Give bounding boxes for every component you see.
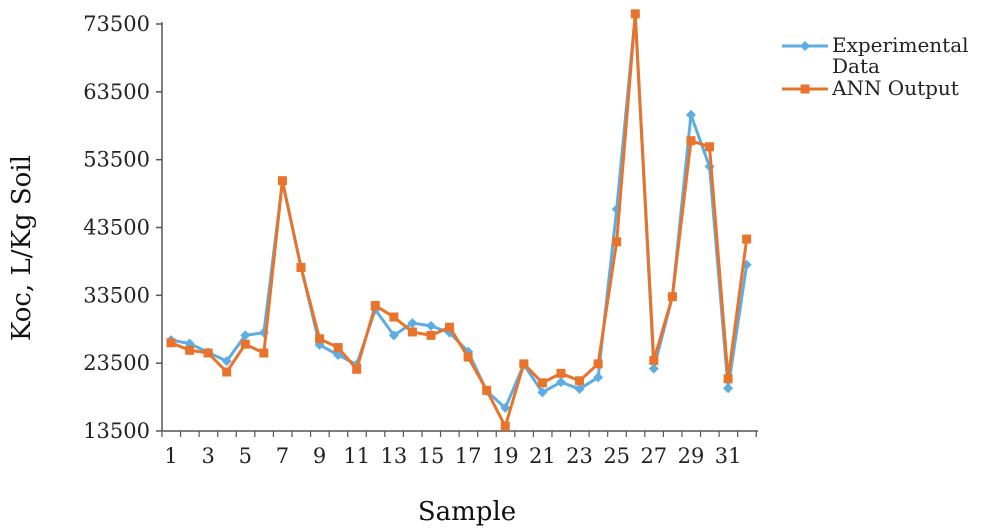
data-point	[686, 136, 696, 146]
data-point	[612, 237, 622, 247]
data-point	[500, 421, 510, 431]
data-point	[166, 338, 176, 348]
data-point	[537, 378, 547, 388]
data-point	[648, 363, 659, 374]
data-point	[221, 356, 232, 367]
data-point	[593, 372, 604, 383]
y-tick-label: 53500	[83, 148, 150, 172]
x-tick-label: 13	[380, 444, 407, 468]
y-tick-labels: 13500 23500 33500 43500 53500 63500 73500	[83, 12, 162, 443]
data-point	[723, 383, 734, 394]
series-line	[170, 12, 749, 428]
series-layer	[166, 9, 752, 431]
x-tick-label: 27	[640, 444, 667, 468]
x-tick-labels: 1 3 5 7 9 11 13 15 17 19 21 23 25 27 29 31	[161, 431, 757, 468]
y-tick-label: 33500	[83, 283, 150, 307]
x-tick-label: 21	[529, 444, 556, 468]
y-tick-label: 63500	[83, 80, 150, 104]
data-point	[575, 376, 585, 386]
x-tick-label: 1	[164, 444, 177, 468]
x-tick-label: 25	[603, 444, 630, 468]
y-tick-label: 23500	[83, 351, 150, 375]
x-tick-label: 15	[418, 444, 445, 468]
data-point	[742, 234, 752, 244]
y-tick-label: 43500	[83, 216, 150, 240]
x-tick-label: 9	[313, 444, 326, 468]
x-tick-label: 17	[455, 444, 482, 468]
data-point	[240, 339, 250, 349]
data-point	[222, 367, 232, 377]
x-tick-label: 19	[492, 444, 519, 468]
data-point	[705, 142, 715, 152]
data-point	[185, 345, 195, 355]
x-tick-label: 29	[678, 444, 705, 468]
data-point	[426, 330, 436, 340]
data-point	[723, 374, 733, 384]
data-point	[574, 383, 585, 394]
data-point	[277, 176, 287, 186]
legend-swatch-marker	[800, 41, 810, 51]
legend-label: Experimental Data	[832, 33, 969, 78]
data-point	[296, 263, 306, 273]
y-axis-title: Koc, L/Kg Soil	[7, 155, 37, 341]
y-tick-label: 73500	[83, 12, 150, 36]
x-axis-title: Sample	[418, 497, 516, 527]
data-point	[445, 322, 455, 332]
data-point	[537, 387, 548, 398]
x-tick-label: 5	[239, 444, 252, 468]
data-point	[463, 352, 473, 362]
data-point	[407, 327, 417, 337]
axes	[161, 22, 758, 432]
data-point	[407, 318, 418, 329]
data-point	[519, 359, 529, 369]
data-point	[352, 364, 362, 374]
data-point	[500, 402, 511, 413]
data-point	[556, 368, 566, 378]
data-point	[667, 292, 677, 302]
y-tick-label: 13500	[83, 419, 150, 443]
data-point	[203, 348, 213, 358]
data-point	[259, 348, 269, 358]
data-point	[482, 385, 492, 395]
x-tick-label: 11	[343, 444, 370, 468]
data-point	[685, 109, 696, 120]
data-point	[555, 377, 566, 388]
data-point	[333, 343, 343, 353]
data-point	[388, 330, 399, 341]
data-point	[370, 301, 380, 311]
data-point	[240, 330, 251, 341]
data-point	[649, 355, 659, 365]
x-tick-label: 23	[566, 444, 593, 468]
data-point	[593, 359, 603, 369]
x-tick-label: 7	[276, 444, 289, 468]
x-tick-label: 31	[715, 444, 742, 468]
data-point	[315, 334, 325, 344]
x-tick-label: 3	[201, 444, 214, 468]
data-point	[389, 312, 399, 322]
legend-label: ANN Output	[831, 76, 959, 100]
data-point	[630, 9, 640, 19]
data-point	[425, 320, 436, 331]
legend-swatch-marker	[800, 84, 810, 94]
